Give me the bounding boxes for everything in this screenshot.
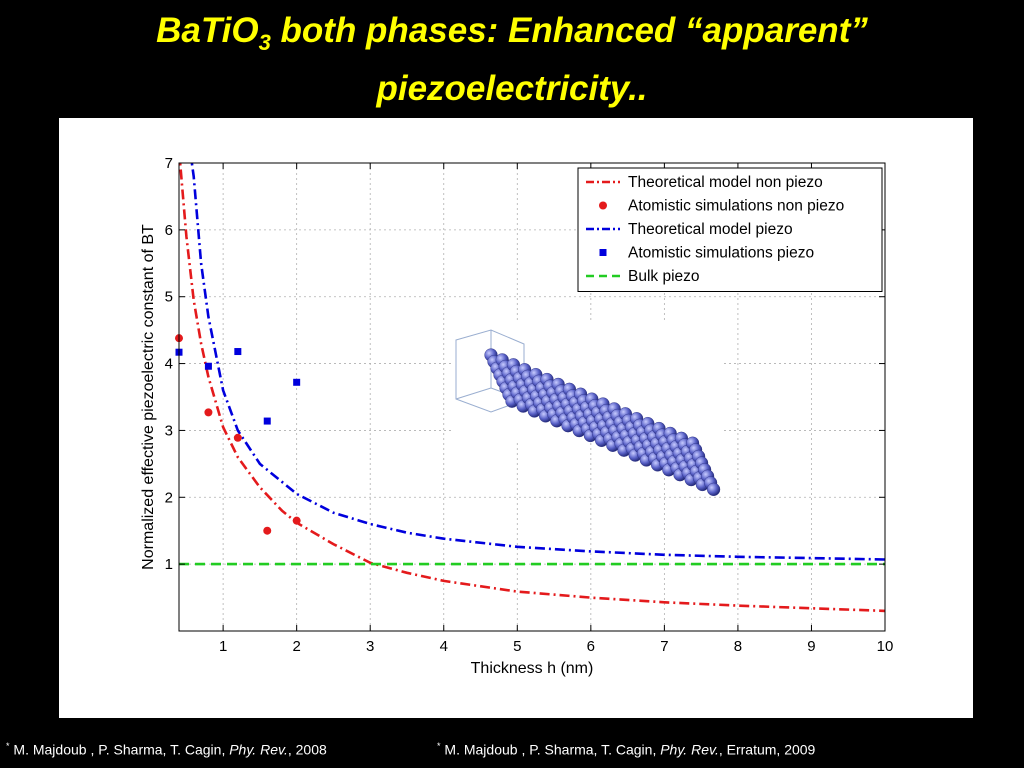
reference-year: , Erratum, 2009 [718,741,816,758]
legend-box [577,167,883,292]
chart-panel: 1 2 3 4 5 6 7 8 9 10 1 2 3 4 5 6 7 Thickness h (nm) Normal… [59,118,973,718]
data-point-square [293,378,301,386]
y-tick-label: 5 [165,289,173,306]
reference-1: * M. Majdoub , P. Sharma, T. Cagin, Phy.… [6,741,327,758]
x-tick-label: 2 [292,638,300,655]
title-formula: BaTiO [156,11,259,50]
y-tick-label: 2 [165,489,173,506]
slide-title: BaTiO3 both phases: Enhanced “apparent” … [0,8,1024,112]
plot-frame [178,162,886,632]
x-tick-label: 1 [219,638,227,655]
title-subscript: 3 [258,30,271,55]
reference-journal: Phy. Rev. [660,741,719,758]
title-line-2: piezoelectricity.. [376,69,648,108]
x-tick-label: 8 [734,638,742,655]
x-tick-label: 9 [807,638,815,655]
x-tick-label: 3 [366,638,374,655]
x-tick-label: 5 [513,638,521,655]
data-point-circle [233,433,242,442]
data-point-circle [204,408,213,417]
references: * M. Majdoub , P. Sharma, T. Cagin, Phy.… [0,741,1024,765]
data-point-square [234,348,242,356]
legend-label: Theoretical model non piezo [628,174,823,191]
data-point-square [204,362,212,370]
data-point-circle [292,516,301,525]
legend-label: Atomistic simulations piezo [628,245,814,262]
reference-journal: Phy. Rev. [229,741,288,758]
reference-marker: * [437,741,441,751]
x-tick-label: 10 [877,638,894,655]
legend-label: Theoretical model piezo [628,221,793,238]
reference-authors: M. Majdoub , P. Sharma, T. Cagin, [444,741,661,758]
title-line-1-text: both phases: Enhanced “apparent” [270,11,868,50]
piezo-chart: 1 2 3 4 5 6 7 8 9 10 1 2 3 4 5 6 7 Thickness h (nm) Normal… [140,155,894,677]
legend-label: Bulk piezo [628,268,700,285]
series-line-2 [190,163,885,561]
y-tick-label: 3 [165,422,173,439]
x-tick-label: 7 [660,638,668,655]
legend-label: Atomistic simulations non piezo [628,198,844,215]
nanowire-atoms [484,348,721,497]
title-line-1: BaTiO3 both phases: Enhanced “apparent” [0,8,1024,66]
x-axis-label: Thickness h (nm) [471,660,594,677]
data-point-square [263,417,271,425]
legend-marker-square [599,249,607,256]
reference-year: , 2008 [287,741,327,758]
reference-authors: M. Majdoub , P. Sharma, T. Cagin, [13,741,230,758]
x-tick-label: 4 [440,638,448,655]
y-tick-label: 1 [165,556,173,573]
y-tick-label: 6 [165,222,173,239]
nanowire-inset [452,323,722,497]
series-line-0 [179,163,885,613]
y-tick-label: 7 [165,155,173,172]
atom [706,482,721,497]
y-axis-label: Normalized effective piezoelectric const… [140,224,157,570]
x-tick-label: 6 [587,638,595,655]
data-point-circle [263,526,272,535]
chart-legend: Theoretical model non piezo Atomistic sim… [577,167,883,292]
reference-2: * M. Majdoub , P. Sharma, T. Cagin, Phy.… [437,741,815,758]
y-tick-label: 4 [165,356,173,373]
reference-marker: * [6,741,10,751]
legend-marker-circle [599,201,607,210]
